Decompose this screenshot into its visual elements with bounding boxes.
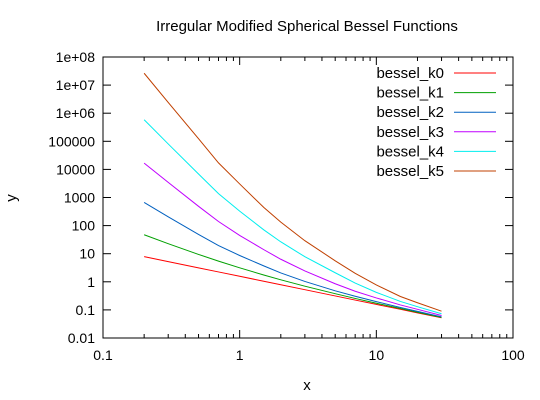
axes: 0.1 1 10 1000.010.11101001000100001000001e+… — [48, 49, 525, 363]
y-tick-label: 1e+08 — [56, 49, 96, 65]
legend: bessel_k0 bessel_k1 bessel_k2 bessel_k3bess… — [376, 65, 496, 180]
legend-label-bessel_k4: bessel_k4 — [376, 143, 444, 160]
y-tick-label: 10000 — [56, 161, 95, 177]
y-tick-label: 100000 — [48, 133, 95, 149]
plot-area — [102, 56, 514, 339]
series-line-bessel_k3 — [143, 162, 442, 316]
series-line-bessel_k1 — [143, 234, 442, 318]
y-tick-label: 0.1 — [76, 302, 96, 318]
series-line-bessel_k5 — [143, 72, 442, 312]
legend-label-bessel_k3: bessel_k3 — [376, 124, 444, 141]
x-tick-label: 1 — [236, 347, 244, 363]
y-tick-label: 100 — [72, 218, 96, 234]
x-tick-label: 0.1 — [93, 347, 113, 363]
y-tick-label: 1e+06 — [56, 105, 96, 121]
series-line-bessel_k2 — [143, 202, 442, 318]
y-tick-label: 0.01 — [68, 330, 95, 346]
legend-label-bessel_k2: bessel_k2 — [376, 104, 444, 121]
legend-label-bessel_k1: bessel_k1 — [376, 85, 444, 102]
y-tick-label: 1e+07 — [56, 77, 96, 93]
series-group — [143, 72, 442, 319]
legend-label-bessel_k0: bessel_k0 — [376, 65, 444, 82]
series-line-bessel_k4 — [143, 119, 442, 315]
chart-title: Irregular Modified Spherical Bessel Func… — [156, 18, 458, 35]
x-tick-label: 10 — [369, 347, 385, 363]
y-axis-label: y — [3, 194, 20, 202]
x-tick-label: 100 — [501, 347, 525, 363]
legend-label-bessel_k5: bessel_k5 — [376, 163, 444, 180]
y-tick-label: 10 — [79, 246, 95, 262]
x-axis-label: x — [303, 377, 311, 394]
series-line-bessel_k0 — [144, 256, 442, 319]
y-tick-label: 1000 — [64, 190, 95, 206]
y-tick-label: 1 — [87, 274, 95, 290]
